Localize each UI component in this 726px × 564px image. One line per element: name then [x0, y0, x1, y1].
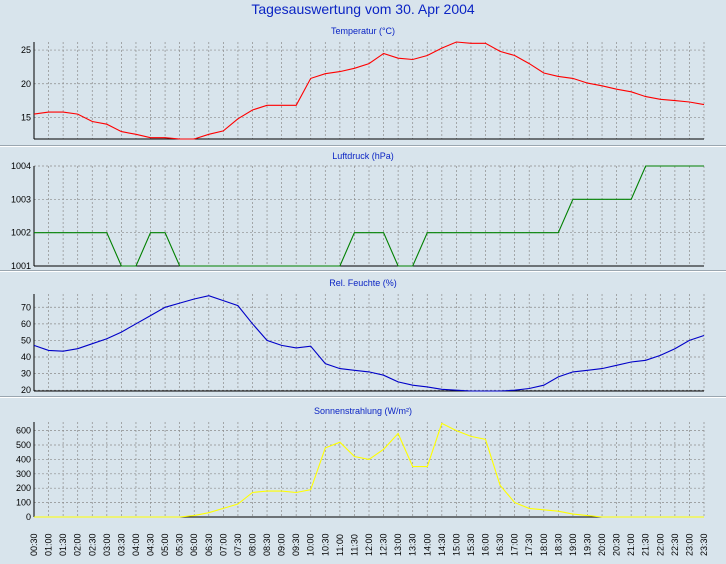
- x-tick-label: 21:30: [641, 533, 651, 556]
- x-tick-label: 08:30: [262, 533, 272, 556]
- x-tick-label: 00:30: [29, 533, 39, 556]
- y-tick-label: 50: [21, 335, 31, 345]
- x-tick-label: 12:30: [379, 533, 389, 556]
- x-tick-label: 14:00: [422, 533, 432, 556]
- x-tick-label: 18:00: [539, 533, 549, 556]
- x-tick-label: 02:00: [73, 533, 83, 556]
- x-tick-label: 20:00: [597, 533, 607, 556]
- x-tick-label: 12:00: [364, 533, 374, 556]
- series-line: [34, 165, 704, 267]
- x-tick-label: 03:00: [102, 533, 112, 556]
- x-tick-label: 15:30: [466, 533, 476, 556]
- page-title: Tagesauswertung vom 30. Apr 2004: [251, 1, 475, 17]
- x-tick-label: 06:00: [189, 533, 199, 556]
- y-tick-label: 60: [21, 319, 31, 329]
- y-tick-label: 40: [21, 352, 31, 362]
- x-tick-label: 19:30: [582, 533, 592, 556]
- y-tick-label: 70: [21, 302, 31, 312]
- x-tick-label: 23:30: [699, 533, 709, 556]
- y-tick-label: 500: [16, 440, 31, 450]
- x-tick-label: 08:00: [247, 533, 257, 556]
- y-tick-label: 600: [16, 426, 31, 436]
- x-tick-label: 17:00: [510, 533, 520, 556]
- y-tick-label: 15: [21, 112, 31, 122]
- panel-title: Sonnenstrahlung (W/m²): [314, 406, 412, 416]
- y-tick-label: 20: [21, 385, 31, 395]
- x-tick-label: 18:30: [553, 533, 563, 556]
- x-tick-label: 03:30: [116, 533, 126, 556]
- y-tick-label: 1003: [11, 194, 31, 204]
- x-tick-label: 01:30: [58, 533, 68, 556]
- series-line: [33, 41, 705, 140]
- y-tick-label: 1002: [11, 228, 31, 238]
- panel-divider: [0, 145, 726, 147]
- x-tick-label: 10:00: [306, 533, 316, 556]
- x-tick-label: 02:30: [87, 533, 97, 556]
- x-tick-label: 17:30: [524, 533, 534, 556]
- y-tick-label: 400: [16, 454, 31, 464]
- x-tick-label: 19:00: [568, 533, 578, 556]
- x-tick-label: 01:00: [44, 533, 54, 556]
- y-tick-label: 1004: [11, 161, 31, 171]
- x-tick-label: 05:00: [160, 533, 170, 556]
- x-tick-label: 22:00: [655, 533, 665, 556]
- y-tick-label: 200: [16, 483, 31, 493]
- x-tick-label: 13:00: [393, 533, 403, 556]
- x-tick-label: 10:30: [320, 533, 330, 556]
- x-tick-label: 04:00: [131, 533, 141, 556]
- x-tick-label: 14:30: [437, 533, 447, 556]
- x-tick-label: 16:00: [481, 533, 491, 556]
- x-tick-label: 09:30: [291, 533, 301, 556]
- panel-divider: [0, 396, 726, 398]
- x-tick-label: 11:00: [335, 534, 345, 556]
- x-tick-label: 11:30: [349, 534, 359, 556]
- panel-title: Temperatur (°C): [331, 26, 395, 36]
- x-tick-label: 06:30: [204, 533, 214, 556]
- x-tick-label: 07:00: [218, 533, 228, 556]
- x-tick-label: 16:30: [495, 533, 505, 556]
- x-tick-label: 20:30: [612, 533, 622, 556]
- panel-divider: [0, 270, 726, 272]
- y-tick-label: 25: [21, 45, 31, 55]
- x-tick-label: 15:00: [451, 533, 461, 556]
- x-tick-label: 23:00: [684, 533, 694, 556]
- x-tick-label: 05:30: [175, 533, 185, 556]
- y-tick-label: 1001: [11, 261, 31, 271]
- x-tick-label: 21:00: [626, 533, 636, 556]
- series-line: [33, 295, 705, 392]
- panel-title: Luftdruck (hPa): [332, 151, 394, 161]
- x-tick-label: 09:00: [277, 533, 287, 556]
- y-tick-label: 300: [16, 469, 31, 479]
- series-line: [34, 422, 704, 518]
- y-tick-label: 30: [21, 369, 31, 379]
- y-tick-label: 20: [21, 79, 31, 89]
- y-tick-label: 100: [16, 498, 31, 508]
- x-tick-label: 13:30: [408, 533, 418, 556]
- x-tick-label: 04:30: [146, 533, 156, 556]
- panel-title: Rel. Feuchte (%): [329, 278, 397, 288]
- x-tick-label: 07:30: [233, 533, 243, 556]
- y-tick-label: 0: [26, 512, 31, 522]
- x-tick-label: 22:30: [670, 533, 680, 556]
